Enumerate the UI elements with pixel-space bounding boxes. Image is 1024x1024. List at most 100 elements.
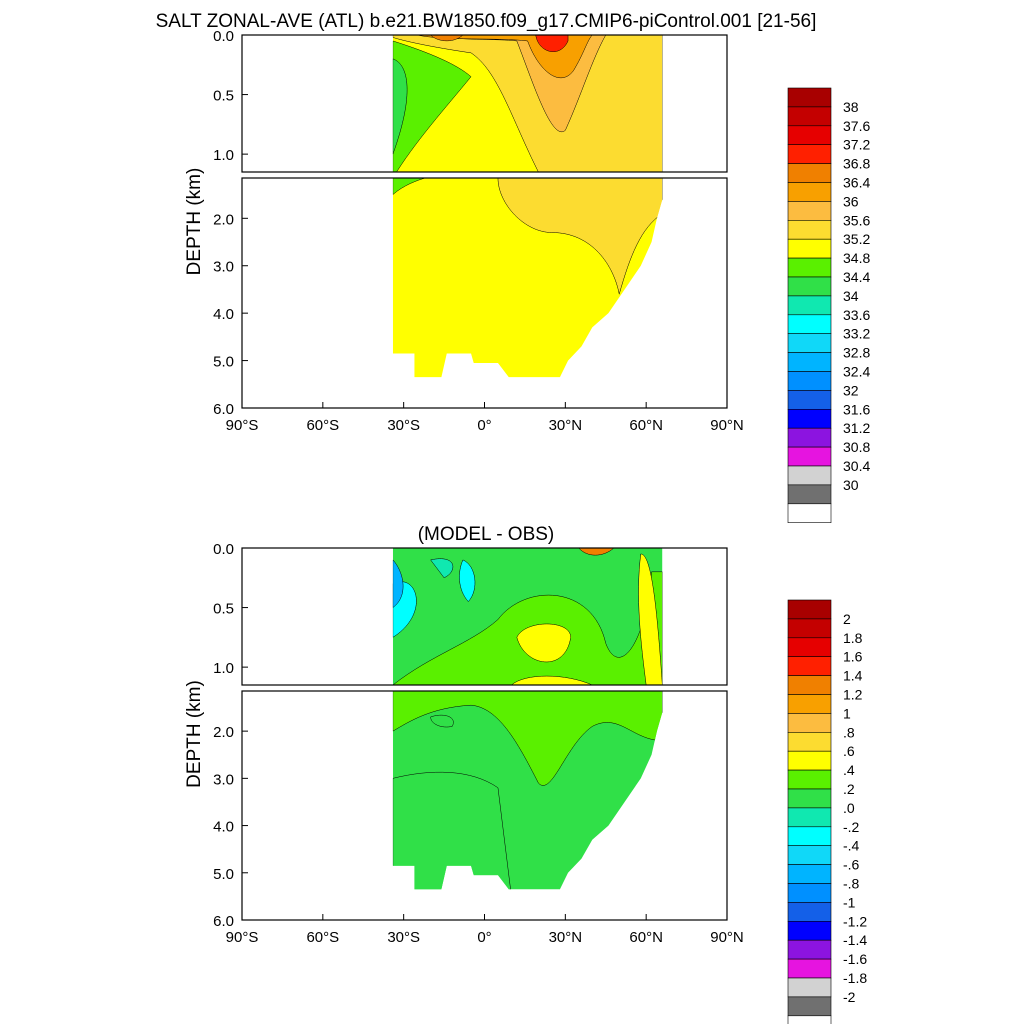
colorbar-label: -1.2 <box>843 913 867 929</box>
colorbar-swatch <box>787 902 832 922</box>
colorbar-label: -.6 <box>843 857 860 873</box>
salinity-colorbar: 38 37.6 37.2 36.8 36.4 36 35.6 35.2 34.8 34.4 34 33… <box>787 87 870 523</box>
y-tick-label: 4.0 <box>213 819 234 836</box>
colorbar-label: 32.4 <box>843 364 870 380</box>
colorbar-swatch <box>787 864 832 884</box>
colorbar-swatch <box>787 713 832 733</box>
y-tick-label: 3.0 <box>213 771 234 788</box>
x-tick-label: 90°S <box>226 417 259 434</box>
difference-panel-title: (MODEL - OBS) <box>418 524 555 545</box>
contour-fill <box>430 714 454 728</box>
colorbar-swatch <box>787 807 832 828</box>
model-salinity-panel: 0.0 0.5 1.0 2.0 3.0 4.0 5.0 6.090°S 60°S 30°S 0° 30… <box>184 28 744 434</box>
colorbar-swatch <box>787 465 832 486</box>
colorbar-swatch <box>787 446 832 467</box>
x-tick-label: 30°S <box>387 929 420 946</box>
colorbar-swatch <box>787 257 832 278</box>
x-tick-label: 60°S <box>306 417 339 434</box>
colorbar-swatch <box>787 87 832 108</box>
y-tick-label: 1.0 <box>213 147 234 164</box>
y-tick-label: 0.5 <box>213 601 234 618</box>
contour-fill <box>392 559 404 608</box>
x-tick-label: 60°S <box>306 929 339 946</box>
x-tick-label: 90°N <box>710 929 744 946</box>
colorbar-label: 33.6 <box>843 307 870 323</box>
figure-title: SALT ZONAL-AVE (ATL) b.e21.BW1850.f09_g1… <box>156 11 817 32</box>
colorbar-label: .0 <box>843 800 855 816</box>
colorbar-label: 1.8 <box>843 630 863 646</box>
colorbar-swatch <box>787 731 832 752</box>
colorbar-swatch <box>787 750 832 771</box>
colorbar-label: -.4 <box>843 838 860 854</box>
colorbar-label: .6 <box>843 743 855 759</box>
colorbar-label: .4 <box>843 762 855 778</box>
x-tick-label: 90°S <box>226 929 259 946</box>
colorbar-label: 2 <box>843 611 851 627</box>
x-tick-label: 0° <box>477 417 491 434</box>
colorbar-swatch <box>787 939 832 960</box>
y-tick-label: 0.0 <box>213 28 234 45</box>
colorbar-swatch <box>787 484 832 505</box>
colorbar-swatch <box>787 656 832 676</box>
colorbar-swatch <box>787 144 832 164</box>
contour-fill <box>516 623 571 663</box>
x-tick-label: 60°N <box>629 417 663 434</box>
contour-fill <box>430 558 454 579</box>
y-axis-label: DEPTH (km) <box>184 680 205 788</box>
colorbar-swatch <box>787 694 832 714</box>
colorbar-swatch <box>787 637 832 657</box>
colorbar-swatch <box>787 826 832 846</box>
x-tick-label: 90°N <box>710 417 744 434</box>
model-minus-obs-panel: 0.0 0.5 1.0 2.0 3.0 4.0 5.0 6.090°S 60°S 30°S 0° 30… <box>184 541 744 946</box>
colorbar-label: -1 <box>843 894 856 910</box>
contour-fill <box>497 178 663 295</box>
colorbar-swatch <box>787 769 832 790</box>
colorbar-swatch <box>787 599 832 620</box>
y-tick-label: 3.0 <box>213 259 234 276</box>
colorbar-label: -1.8 <box>843 970 867 986</box>
colorbar-swatch <box>787 371 832 391</box>
colorbar-label: 37.2 <box>843 137 870 153</box>
colorbar-swatch <box>787 845 832 865</box>
colorbar-label: .8 <box>843 724 855 740</box>
contour-fill <box>392 691 663 786</box>
colorbar-label: -2 <box>843 989 856 1005</box>
colorbar-label: 33.2 <box>843 326 870 342</box>
colorbar-label: 30 <box>843 477 859 493</box>
colorbar-label: 1 <box>843 705 851 721</box>
colorbar-label: 37.6 <box>843 118 870 134</box>
upper-plot-frame <box>241 34 728 173</box>
colorbar-swatch <box>787 977 832 998</box>
difference-colorbar: 21.81.61.41.21.8.6.4.2.0-.2-.4-.6-.8-1-1… <box>787 599 867 1024</box>
upper-plot-frame <box>241 547 728 686</box>
colorbar-label: 34.8 <box>843 250 870 266</box>
contour-fill <box>392 35 663 172</box>
colorbar-label: 31.2 <box>843 420 870 436</box>
colorbar-label: 30.8 <box>843 439 870 455</box>
colorbar-label: 36.8 <box>843 156 870 172</box>
colorbar-swatch <box>787 618 832 639</box>
colorbar-label: 32 <box>843 382 859 398</box>
colorbar-swatch <box>787 238 832 259</box>
colorbar-swatch <box>787 220 832 240</box>
colorbar-label: 34.4 <box>843 269 870 285</box>
colorbar-swatch <box>787 390 832 410</box>
colorbar-swatch <box>787 427 832 448</box>
colorbar-label: 1.4 <box>843 668 863 684</box>
colorbar-swatch <box>787 1015 832 1024</box>
x-tick-label: 0° <box>477 929 491 946</box>
colorbar-swatch <box>787 958 832 979</box>
contour-fill <box>638 553 663 685</box>
contour-fill <box>459 559 476 602</box>
colorbar-swatch <box>787 163 832 183</box>
colorbar-swatch <box>787 201 832 221</box>
y-tick-label: 0.5 <box>213 88 234 105</box>
contour-fill <box>535 35 569 52</box>
colorbar-swatch <box>787 503 832 523</box>
colorbar-label: 31.6 <box>843 401 870 417</box>
colorbar-label: 35.6 <box>843 212 870 228</box>
y-tick-label: 6.0 <box>213 401 234 418</box>
colorbar-swatch <box>787 408 832 429</box>
colorbar-label: 1.2 <box>843 687 863 703</box>
